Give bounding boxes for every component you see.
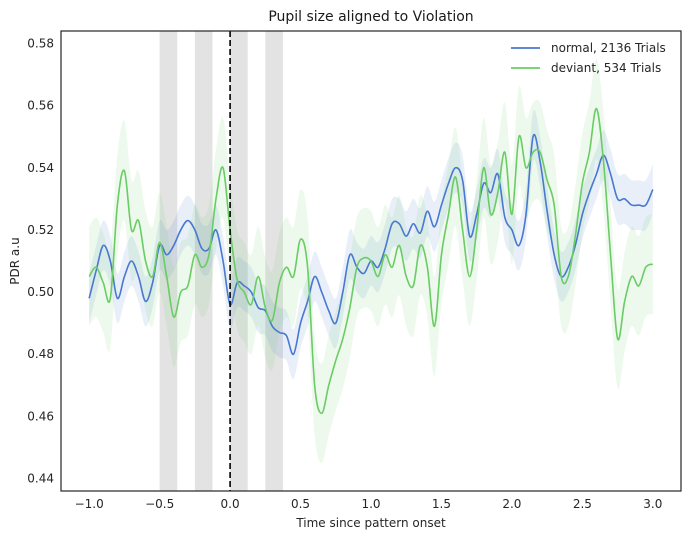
y-tick-label: 0.50 (27, 285, 54, 299)
x-tick-label: 2.5 (573, 497, 592, 511)
shaded-region-3 (230, 31, 248, 491)
y-tick-label: 0.48 (27, 347, 54, 361)
x-tick-label: −0.5 (145, 497, 174, 511)
y-axis-title: PDR a.u (8, 237, 22, 284)
y-tick-label: 0.54 (27, 161, 54, 175)
y-tick-label: 0.58 (27, 36, 54, 50)
y-tick-label: 0.56 (27, 99, 54, 113)
x-tick-label: 0.5 (291, 497, 310, 511)
x-tick-label: 2.0 (502, 497, 521, 511)
plot-area: −1.0 −0.5 0.0 0.5 1.0 1.5 2.0 2.5 3.0 0.44 0.46 0.4… (27, 30, 682, 511)
chart-title: Pupil size aligned to Violation (268, 9, 473, 25)
y-tick-label: 0.44 (27, 472, 54, 486)
x-tick-label: 0.0 (221, 497, 240, 511)
y-tick-label: 0.46 (27, 409, 54, 423)
shaded-region-1 (159, 31, 178, 491)
axes-frame (60, 30, 682, 492)
shaded-region-4 (265, 31, 283, 491)
y-tick-label: 0.52 (27, 223, 54, 237)
x-tick-label: 3.0 (643, 497, 662, 511)
legend-label-normal: normal, 2136 Trials (551, 41, 666, 55)
x-tick-label: 1.0 (361, 497, 380, 511)
x-tick-label: 1.5 (432, 497, 451, 511)
x-tick-label: −1.0 (75, 497, 104, 511)
x-axis-title: Time since pattern onset (295, 516, 446, 530)
shaded-region-2 (194, 31, 213, 491)
series-line-deviant (88, 107, 654, 415)
legend-label-deviant: deviant, 534 Trials (551, 61, 661, 75)
